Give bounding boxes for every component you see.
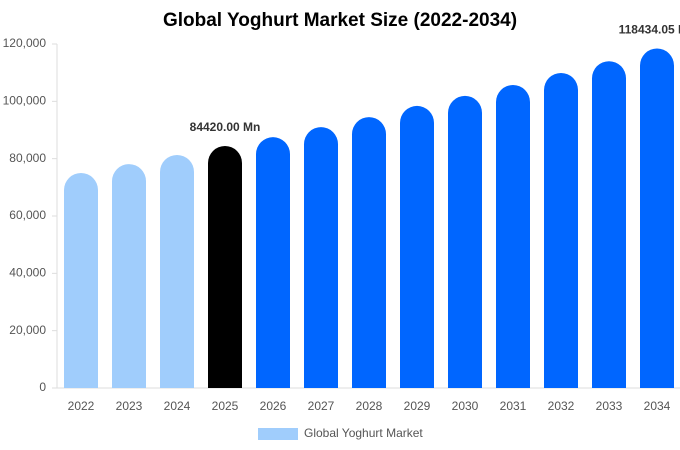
bar — [592, 61, 626, 388]
x-tick-label: 2022 — [68, 399, 95, 413]
y-tick-label: 80,000 — [9, 151, 46, 165]
bar — [64, 173, 98, 388]
x-tick-label: 2031 — [500, 399, 527, 413]
bar — [448, 95, 482, 389]
x-tick-label: 2033 — [596, 399, 623, 413]
legend-swatch — [258, 428, 298, 440]
x-tick-label: 2024 — [164, 399, 191, 413]
bar — [640, 48, 674, 388]
x-tick-label: 2023 — [116, 399, 143, 413]
bar — [160, 154, 194, 388]
x-tick-label: 2034 — [644, 399, 671, 413]
bar — [256, 137, 290, 388]
x-tick-label: 2025 — [212, 399, 239, 413]
y-tick-label: 60,000 — [9, 208, 46, 222]
x-tick-label: 2028 — [356, 399, 383, 413]
y-tick-label: 20,000 — [9, 323, 46, 337]
value-label: 84420.00 Mn — [190, 120, 261, 134]
x-tick-label: 2027 — [308, 399, 335, 413]
value-label: 118434.05 Mn — [619, 23, 680, 37]
x-tick-label: 2026 — [260, 399, 287, 413]
chart-title: Global Yoghurt Market Size (2022-2034) — [163, 10, 517, 31]
bar — [496, 84, 530, 388]
y-tick-label: 0 — [39, 380, 46, 394]
bar — [304, 127, 338, 389]
bar — [400, 105, 434, 389]
legend-label: Global Yoghurt Market — [304, 426, 423, 440]
y-tick-label: 100,000 — [3, 94, 47, 108]
x-tick-label: 2032 — [548, 399, 575, 413]
bar — [112, 164, 146, 388]
x-tick-label: 2029 — [404, 399, 431, 413]
bar — [352, 117, 386, 388]
bar — [208, 145, 242, 388]
y-tick-label: 120,000 — [3, 36, 47, 50]
x-tick-label: 2030 — [452, 399, 479, 413]
bar — [544, 72, 578, 388]
y-tick-label: 40,000 — [9, 266, 46, 280]
